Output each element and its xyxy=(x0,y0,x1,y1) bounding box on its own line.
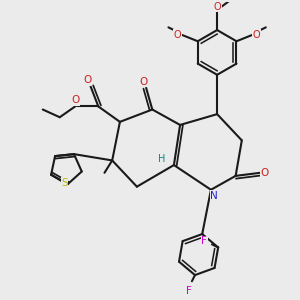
Text: O: O xyxy=(71,95,79,105)
Text: O: O xyxy=(139,77,147,87)
Text: H: H xyxy=(158,154,165,164)
Text: O: O xyxy=(83,75,92,85)
Text: O: O xyxy=(174,30,182,40)
Text: O: O xyxy=(213,2,221,12)
Text: O: O xyxy=(253,30,260,40)
Text: N: N xyxy=(210,191,218,201)
Text: O: O xyxy=(261,168,269,178)
Text: F: F xyxy=(201,236,207,246)
Text: F: F xyxy=(186,286,192,296)
Text: S: S xyxy=(61,178,68,188)
